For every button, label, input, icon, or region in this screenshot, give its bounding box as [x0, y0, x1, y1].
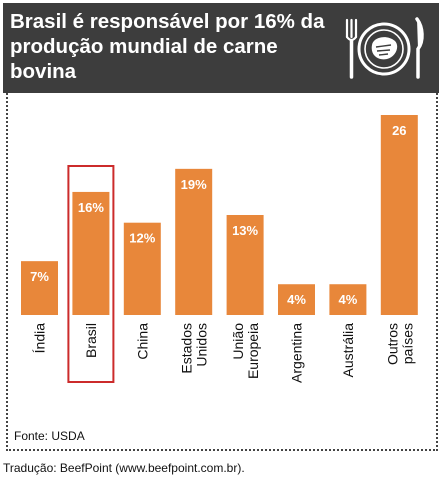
bar: [226, 215, 264, 315]
bar-value-label: 7%: [30, 269, 49, 284]
plate-steak-icon: [345, 17, 424, 79]
bar-value-label: 13%: [232, 223, 258, 238]
bar-value-label: 12%: [129, 231, 155, 246]
category-label: China: [134, 323, 150, 360]
bar: [380, 115, 418, 315]
category-label: Índia: [32, 323, 48, 354]
bar-value-label: 4%: [339, 292, 358, 307]
bar: [123, 222, 161, 315]
knife-icon: [415, 17, 424, 79]
bar-value-label: 19%: [181, 177, 207, 192]
bar-value-label: 4%: [287, 292, 306, 307]
translation-credit: Tradução: BeefPoint (www.beefpoint.com.b…: [3, 461, 245, 475]
bar: [278, 284, 315, 315]
bar-value-label: 26: [392, 123, 406, 138]
title-banner: Brasil é responsável por 16% da produção…: [3, 3, 439, 93]
fork-icon: [345, 18, 358, 79]
category-label: Argentina: [289, 323, 305, 383]
highlight-box: [67, 165, 115, 383]
source-note: Fonte: USDA: [14, 429, 85, 443]
bar: [21, 261, 58, 315]
bar: [72, 191, 110, 315]
category-label: Austrália: [340, 323, 356, 378]
bar: [329, 284, 367, 315]
bar: [175, 168, 213, 315]
category-label: Brasil: [83, 323, 99, 358]
chart-title: Brasil é responsável por 16% da produção…: [10, 10, 325, 83]
chart-frame: [6, 93, 438, 451]
category-label: EstadosUnidos: [179, 323, 210, 374]
category-label: UniãoEuropeia: [230, 323, 261, 379]
bar-value-label: 16%: [78, 200, 104, 215]
category-label: Outrospaíses: [384, 323, 415, 365]
